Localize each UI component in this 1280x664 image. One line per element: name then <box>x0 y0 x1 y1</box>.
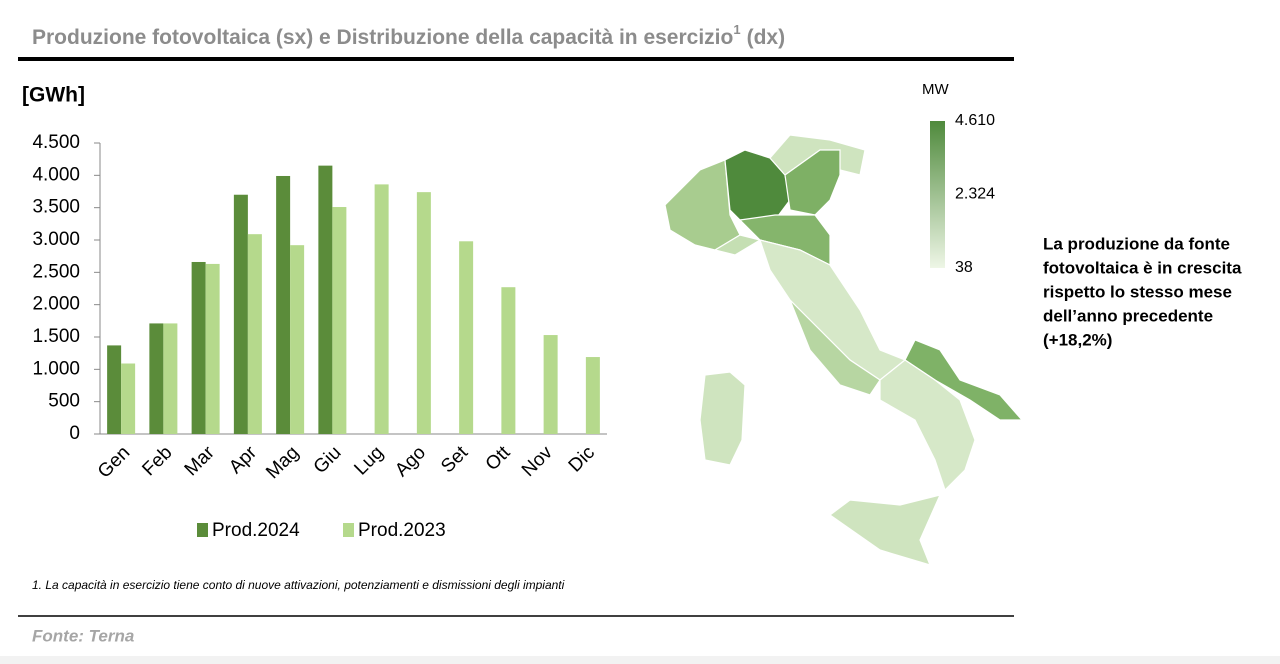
title-text: Produzione fotovoltaica (sx) e Distribuz… <box>32 26 733 49</box>
side-note-line: La produzione da fonte <box>1043 234 1230 253</box>
y-tick-label: 1.500 <box>32 326 80 347</box>
legend-label: Prod.2023 <box>358 520 446 541</box>
y-tick-label: 2.500 <box>32 261 80 282</box>
y-tick-label: 2.000 <box>32 294 80 315</box>
legend-swatch <box>343 523 354 537</box>
footnote: 1. La capacità in esercizio tiene conto … <box>32 578 565 592</box>
map-color-scale <box>930 121 945 268</box>
bar <box>459 241 474 434</box>
bar <box>290 245 305 434</box>
y-tick-label: 500 <box>48 391 80 412</box>
bar <box>149 323 164 434</box>
bar <box>332 207 347 434</box>
y-tick-label: 3.500 <box>32 197 80 218</box>
bar <box>163 323 178 434</box>
x-tick-label: Set <box>437 442 473 478</box>
y-axis-label: [GWh] <box>22 84 85 107</box>
bar <box>543 335 558 434</box>
legend-label: Prod.2024 <box>212 520 300 541</box>
x-tick-label: Mar <box>181 442 219 480</box>
region <box>789 299 881 396</box>
region <box>699 371 746 466</box>
map <box>664 134 1024 566</box>
bar <box>205 263 220 434</box>
bar <box>318 165 333 434</box>
bar <box>276 175 291 435</box>
x-tick-label: Lug <box>350 442 387 479</box>
x-tick-label: Dic <box>565 442 599 476</box>
x-tick-label: Ott <box>482 442 515 475</box>
region <box>879 359 976 492</box>
x-tick-label: Apr <box>225 442 261 478</box>
legend-swatch <box>197 523 208 537</box>
bar <box>585 357 600 434</box>
bar <box>121 363 136 434</box>
bar <box>191 261 206 434</box>
x-tick-label: Nov <box>518 442 557 481</box>
map-legend-tick: 4.610 <box>955 112 995 129</box>
side-note-line: rispetto lo stesso mese <box>1043 282 1232 301</box>
x-tick-label: Gen <box>94 442 134 482</box>
bar <box>374 184 389 434</box>
y-tick-label: 1.000 <box>32 358 80 379</box>
y-tick-label: 4.000 <box>32 164 80 185</box>
bar <box>233 194 248 434</box>
bar <box>107 345 122 434</box>
title-rule <box>18 57 1014 61</box>
bar <box>416 192 431 434</box>
title: Produzione fotovoltaica (sx) e Distribuz… <box>32 22 785 48</box>
map-legend-tick: 2.324 <box>955 186 995 203</box>
x-tick-label: Feb <box>138 442 176 480</box>
side-note-line: (+18,2%) <box>1043 330 1112 349</box>
x-tick-label: Giu <box>310 442 346 478</box>
y-tick-label: 3.000 <box>32 229 80 250</box>
side-note-line: fotovoltaica è in crescita <box>1043 258 1242 277</box>
title-end: (dx) <box>747 26 786 49</box>
region <box>828 494 942 566</box>
y-tick-label: 0 <box>69 423 80 444</box>
map-legend-tick: 38 <box>955 259 973 276</box>
title-sup: 1 <box>733 22 740 37</box>
map-legend-unit: MW <box>922 81 949 98</box>
region <box>904 339 1024 421</box>
side-note-line: dell’anno precedente <box>1043 306 1213 325</box>
bottom-band <box>0 656 1280 664</box>
x-tick-label: Ago <box>391 442 430 481</box>
region <box>784 149 841 216</box>
y-tick-label: 4.500 <box>32 132 80 153</box>
bar <box>501 287 516 434</box>
x-tick-label: Mag <box>262 442 303 483</box>
bar <box>247 234 262 434</box>
source: Fonte: Terna <box>32 626 134 645</box>
